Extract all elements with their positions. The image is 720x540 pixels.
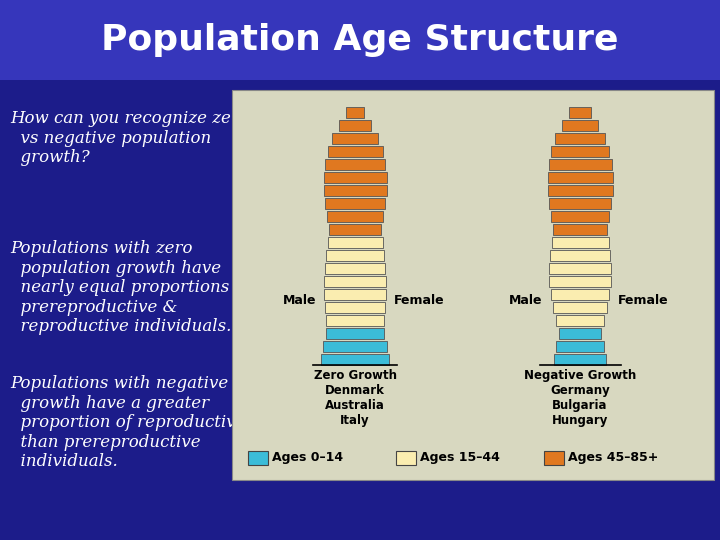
FancyBboxPatch shape <box>547 172 613 183</box>
FancyBboxPatch shape <box>324 275 386 287</box>
FancyBboxPatch shape <box>248 451 268 465</box>
FancyBboxPatch shape <box>544 451 564 465</box>
FancyBboxPatch shape <box>327 211 383 222</box>
FancyBboxPatch shape <box>553 224 607 235</box>
Text: Ages 0–14: Ages 0–14 <box>272 451 343 464</box>
Text: Male: Male <box>509 294 542 307</box>
Text: Male: Male <box>282 294 316 307</box>
FancyBboxPatch shape <box>323 172 387 183</box>
Text: Female: Female <box>394 294 445 307</box>
FancyBboxPatch shape <box>549 159 611 170</box>
Text: Populations with zero
  population growth have
  nearly equal proportions of
  p: Populations with zero population growth … <box>10 240 251 335</box>
FancyBboxPatch shape <box>396 451 416 465</box>
Text: Negative Growth
Germany
Bulgaria
Hungary: Negative Growth Germany Bulgaria Hungary <box>524 369 636 427</box>
Text: Ages 15–44: Ages 15–44 <box>420 451 500 464</box>
FancyBboxPatch shape <box>326 314 384 326</box>
FancyBboxPatch shape <box>559 327 601 339</box>
Text: Zero Growth
Denmark
Australia
Italy: Zero Growth Denmark Australia Italy <box>313 369 397 427</box>
FancyBboxPatch shape <box>553 301 607 313</box>
FancyBboxPatch shape <box>547 185 613 196</box>
FancyBboxPatch shape <box>328 237 382 248</box>
FancyBboxPatch shape <box>551 145 609 157</box>
FancyBboxPatch shape <box>328 145 382 157</box>
FancyBboxPatch shape <box>0 0 720 80</box>
FancyBboxPatch shape <box>321 354 389 365</box>
Text: How can you recognize zero
  vs negative population
  growth?: How can you recognize zero vs negative p… <box>10 110 249 166</box>
FancyBboxPatch shape <box>551 288 609 300</box>
FancyBboxPatch shape <box>346 106 364 118</box>
Text: Female: Female <box>618 294 668 307</box>
FancyBboxPatch shape <box>555 132 605 144</box>
FancyBboxPatch shape <box>552 237 608 248</box>
FancyBboxPatch shape <box>556 314 604 326</box>
FancyBboxPatch shape <box>562 119 598 131</box>
FancyBboxPatch shape <box>323 185 387 196</box>
FancyBboxPatch shape <box>325 159 385 170</box>
FancyBboxPatch shape <box>234 444 712 470</box>
Text: Population Age Structure: Population Age Structure <box>102 23 618 57</box>
FancyBboxPatch shape <box>325 262 385 274</box>
FancyBboxPatch shape <box>326 327 384 339</box>
FancyBboxPatch shape <box>325 301 385 313</box>
FancyBboxPatch shape <box>329 224 381 235</box>
FancyBboxPatch shape <box>569 106 591 118</box>
FancyBboxPatch shape <box>549 275 611 287</box>
FancyBboxPatch shape <box>339 119 371 131</box>
FancyBboxPatch shape <box>556 341 604 352</box>
FancyBboxPatch shape <box>232 90 714 480</box>
FancyBboxPatch shape <box>326 249 384 261</box>
FancyBboxPatch shape <box>332 132 378 144</box>
FancyBboxPatch shape <box>324 288 386 300</box>
FancyBboxPatch shape <box>549 262 611 274</box>
FancyBboxPatch shape <box>323 341 387 352</box>
FancyBboxPatch shape <box>551 211 609 222</box>
FancyBboxPatch shape <box>325 198 385 209</box>
FancyBboxPatch shape <box>554 354 606 365</box>
FancyBboxPatch shape <box>549 198 611 209</box>
FancyBboxPatch shape <box>550 249 610 261</box>
Text: Populations with negative
  growth have a greater
  proportion of reproductive
 : Populations with negative growth have a … <box>10 375 246 470</box>
Text: Ages 45–85+: Ages 45–85+ <box>568 451 658 464</box>
